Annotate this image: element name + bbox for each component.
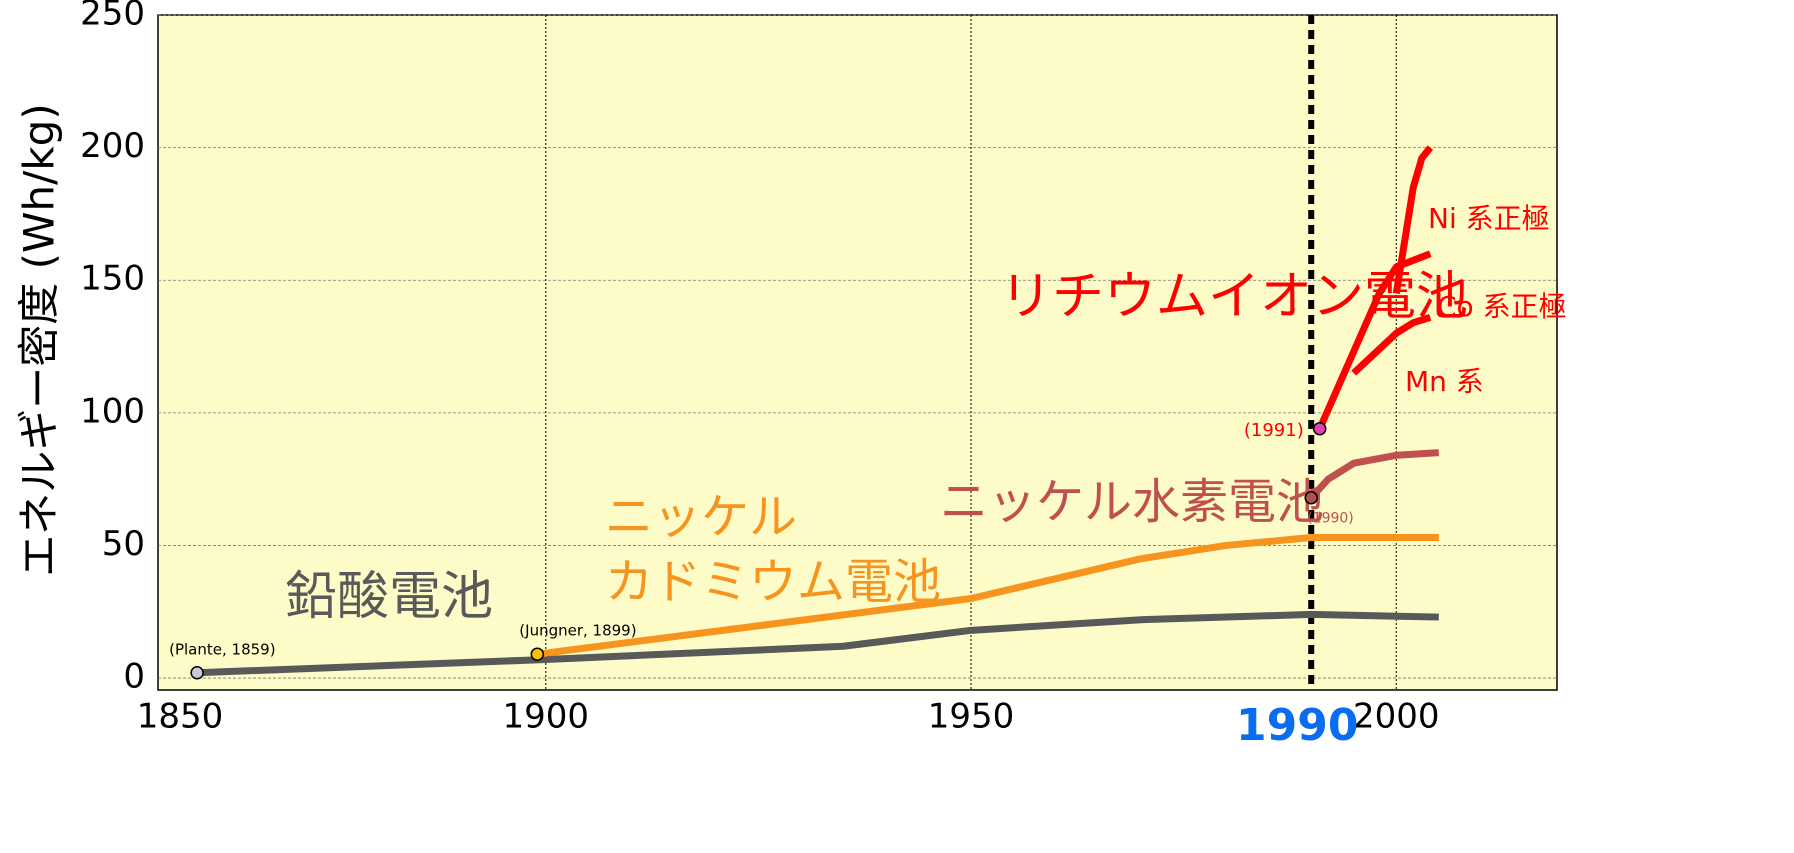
plot-background bbox=[157, 14, 1558, 691]
y-tick-label: 200 bbox=[80, 126, 145, 166]
series-label: Ni 系正極 bbox=[1428, 202, 1550, 235]
y-tick-label: 150 bbox=[80, 259, 145, 299]
series-label: ニッケル bbox=[605, 489, 797, 545]
start-label: (1991) bbox=[1244, 420, 1304, 441]
x-tick-label: 1900 bbox=[503, 697, 590, 737]
start-marker bbox=[1312, 422, 1327, 436]
x-tick-label: 2000 bbox=[1353, 697, 1440, 737]
y-tick-label: 250 bbox=[80, 0, 145, 34]
start-marker bbox=[530, 647, 545, 661]
y-tick-label: 0 bbox=[123, 657, 145, 697]
series-line bbox=[1316, 250, 1432, 431]
series-label: ニッケル水素電池 bbox=[940, 474, 1324, 530]
start-marker bbox=[190, 666, 204, 680]
series-line bbox=[1351, 314, 1432, 376]
series-label: 鉛酸電池 bbox=[285, 567, 493, 627]
series-line bbox=[196, 610, 1439, 677]
y-tick-label: 50 bbox=[102, 524, 145, 564]
y-axis-title: エネルギー密度 (Wh/kg) bbox=[15, 103, 64, 576]
y-tick-label: 100 bbox=[80, 391, 145, 431]
start-label: (Plante, 1859) bbox=[169, 640, 275, 658]
series-line bbox=[536, 533, 1439, 658]
series-label: Mn 系 bbox=[1405, 365, 1484, 398]
series-label: Co 系正極 bbox=[1437, 290, 1567, 323]
series-label: カドミウム電池 bbox=[605, 554, 941, 610]
x-tick-label: 1850 bbox=[137, 697, 224, 737]
series-line bbox=[1308, 449, 1440, 501]
x-tick-label: 1950 bbox=[928, 697, 1015, 737]
start-marker bbox=[1304, 490, 1318, 505]
start-label: (Jungner, 1899) bbox=[519, 622, 636, 640]
highlight-label: 1990 bbox=[1236, 700, 1358, 751]
start-label: (1990) bbox=[1307, 511, 1354, 527]
series-line bbox=[1392, 145, 1434, 295]
